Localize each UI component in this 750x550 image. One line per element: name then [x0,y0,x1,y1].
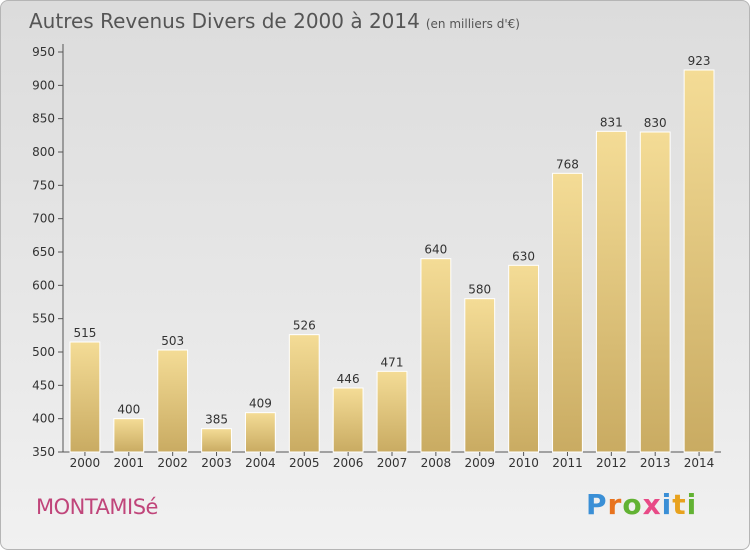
x-tick-label-2012: 2012 [596,456,627,470]
value-label-2010: 630 [512,249,535,263]
bar-2003 [201,428,232,453]
x-tick-label-2013: 2013 [640,456,671,470]
value-label-2003: 385 [205,413,228,427]
x-tick-label-2003: 2003 [201,456,232,470]
bar-2007 [376,370,408,453]
y-tick-label-400: 400 [32,412,55,426]
value-label-2004: 409 [249,397,272,411]
x-tick-label-2006: 2006 [333,456,364,470]
bar-2006 [332,387,364,453]
bar-2001 [113,418,145,453]
bar-2000 [69,341,101,453]
bar-2012 [595,130,627,453]
logo-letter: i [661,488,673,521]
x-tick-label-2002: 2002 [157,456,188,470]
y-tick-label-900: 900 [32,78,55,92]
logo-letter: r [607,488,623,521]
x-tick-label-2007: 2007 [377,456,408,470]
logo-letter: o [622,488,643,521]
y-tick-label-650: 650 [32,245,55,259]
x-tick-label-2009: 2009 [464,456,495,470]
value-label-2002: 503 [161,334,184,348]
y-tick-label-550: 550 [32,312,55,326]
y-tick-label-750: 750 [32,178,55,192]
x-tick-label-2000: 2000 [70,456,101,470]
y-tick-label-800: 800 [32,145,55,159]
x-tick-label-2005: 2005 [289,456,320,470]
y-tick-label-700: 700 [32,212,55,226]
y-tick-label-600: 600 [32,278,55,292]
value-label-2013: 830 [644,116,667,130]
y-tick-label-850: 850 [32,112,55,126]
bar-2009 [464,298,496,453]
logo-letter: x [642,488,662,521]
y-tick-label-500: 500 [32,345,55,359]
logo-letter: P [586,488,608,521]
chart-title-text: Autres Revenus Divers de 2000 à 2014 [29,9,420,33]
x-tick-label-2008: 2008 [421,456,452,470]
y-tick-label-350: 350 [32,445,55,459]
bar-2002 [157,349,189,453]
value-label-2006: 446 [337,372,360,386]
bar-2013 [639,131,671,453]
bar-2005 [288,334,320,453]
value-label-2009: 580 [468,283,491,297]
x-tick-label-2011: 2011 [552,456,583,470]
value-label-2011: 768 [556,157,579,171]
y-tick-label-950: 950 [32,45,55,59]
bar-2004 [244,412,276,453]
bar-2008 [420,258,452,453]
value-label-2005: 526 [293,319,316,333]
x-tick-label-2010: 2010 [508,456,539,470]
value-label-2012: 831 [600,115,623,129]
value-label-2007: 471 [381,355,404,369]
x-tick-label-2014: 2014 [684,456,715,470]
proxiti-logo: Proxiti [586,488,697,521]
value-label-2000: 515 [73,326,96,340]
bar-2010 [508,264,540,453]
logo-letter: t [672,488,687,521]
value-label-2001: 400 [117,403,140,417]
bar-2011 [552,172,583,453]
x-tick-label-2001: 2001 [114,456,145,470]
town-name: MONTAMISé [36,495,158,519]
bar-2014 [683,69,715,453]
chart-title: Autres Revenus Divers de 2000 à 2014 (en … [29,9,520,33]
chart-unit: (en milliers d'€) [425,17,520,31]
value-label-2008: 640 [424,243,447,257]
y-tick-label-450: 450 [32,378,55,392]
value-label-2014: 923 [688,54,711,68]
x-tick-label-2004: 2004 [245,456,276,470]
logo-letter: i [686,488,698,521]
